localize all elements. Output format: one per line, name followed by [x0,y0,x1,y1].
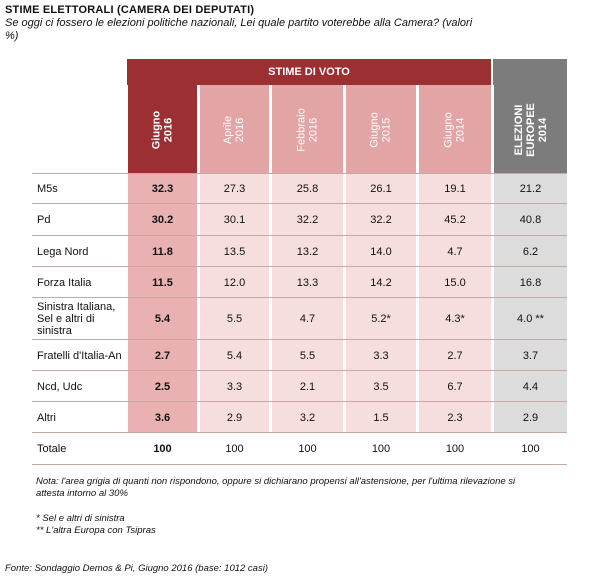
data-cell: 30.1 [199,204,269,236]
data-cell: 45.2 [418,204,491,236]
footnote-tsipras: ** L'altra Europa con Tsipras [36,525,156,536]
page-title: STIME ELETTORALI (CAMERA DEI DEPUTATI) [5,4,255,16]
column-header: Giugno 2014 [418,85,491,174]
column-header: Aprile 2016 [199,85,269,174]
data-cell: 14.0 [345,236,416,267]
data-cell: 40.8 [493,204,567,236]
row-label: Forza Italia [37,276,92,289]
row-divider [32,235,567,236]
data-cell: 25.8 [271,174,343,204]
data-cell: 2.5 [127,371,197,402]
row-label: Lega Nord [37,245,89,258]
data-cell: 32.2 [345,204,416,236]
row-divider [32,432,567,433]
column-header-label: Giugno 2014 [442,111,467,148]
data-cell: 26.1 [345,174,416,204]
gray-header-band [493,59,567,85]
row-divider [32,401,567,402]
data-cell: 100 [199,433,269,465]
row-label: Altri [37,411,56,424]
column-header-label: Febbraio 2016 [295,107,320,152]
data-cell: 13.3 [271,267,343,298]
group-header: STIME DI VOTO [127,59,491,85]
footnote-sel: * Sel e altri di sinistra [36,513,125,524]
data-cell: 6.2 [493,236,567,267]
data-cell: 30.2 [127,204,197,236]
data-cell: 5.2* [345,298,416,340]
data-cell: 2.9 [199,402,269,433]
column-header: Giugno 2015 [345,85,416,174]
data-cell: 100 [127,433,197,465]
data-cell: 13.5 [199,236,269,267]
column-header-label: Giugno 2015 [368,111,393,148]
row-divider [32,297,567,298]
data-cell: 100 [418,433,491,465]
data-cell: 32.3 [127,174,197,204]
column-header-label: Aprile 2016 [222,115,247,144]
column-header: ELEZIONI EUROPEE 2014 [493,85,567,174]
data-cell: 4.7 [271,298,343,340]
row-divider [32,266,567,267]
row-divider [32,203,567,204]
column-header: Febbraio 2016 [271,85,343,174]
data-cell: 100 [493,433,567,465]
data-cell: 2.1 [271,371,343,402]
data-cell: 3.2 [271,402,343,433]
column-header: Giugno 2016 [127,85,197,174]
row-divider [32,173,567,174]
data-cell: 27.3 [199,174,269,204]
row-divider [32,370,567,371]
data-cell: 3.7 [493,340,567,371]
data-cell: 11.5 [127,267,197,298]
row-label: Ncd, Udc [37,380,83,393]
column-header-label: ELEZIONI EUROPEE 2014 [512,102,549,157]
source-text: Fonte: Sondaggio Demos & Pi, Giugno 2016… [5,563,268,574]
page-subtitle: Se oggi ci fossero le elezioni politiche… [5,17,473,42]
data-cell: 2.7 [418,340,491,371]
row-divider [32,464,567,465]
data-cell: 3.5 [345,371,416,402]
data-cell: 2.3 [418,402,491,433]
data-cell: 4.0 ** [493,298,567,340]
data-cell: 16.8 [493,267,567,298]
data-cell: 4.3* [418,298,491,340]
data-cell: 5.5 [271,340,343,371]
row-label: M5s [37,183,58,195]
data-cell: 12.0 [199,267,269,298]
data-cell: 5.4 [199,340,269,371]
data-cell: 4.4 [493,371,567,402]
row-label: Totale [37,443,67,455]
data-cell: 11.8 [127,236,197,267]
data-cell: 3.3 [199,371,269,402]
data-cell: 5.4 [127,298,197,340]
data-cell: 2.7 [127,340,197,371]
data-cell: 14.2 [345,267,416,298]
data-cell: 4.7 [418,236,491,267]
data-cell: 21.2 [493,174,567,204]
data-cell: 19.1 [418,174,491,204]
row-divider [32,339,567,340]
data-cell: 3.3 [345,340,416,371]
data-cell: 3.6 [127,402,197,433]
data-cell: 5.5 [199,298,269,340]
row-label: Sinistra Italiana, Sel e altri di sinist… [37,301,116,337]
data-cell: 6.7 [418,371,491,402]
data-cell: 32.2 [271,204,343,236]
data-cell: 100 [345,433,416,465]
data-cell: 13.2 [271,236,343,267]
data-cell: 100 [271,433,343,465]
row-label: Pd [37,214,51,226]
data-cell: 15.0 [418,267,491,298]
row-label: Fratelli d'Italia-An [37,349,122,362]
note-text: Nota: l'area grigia di quanti non rispon… [36,476,516,499]
data-cell: 2.9 [493,402,567,433]
column-header-label: Giugno 2016 [150,110,175,149]
data-cell: 1.5 [345,402,416,433]
